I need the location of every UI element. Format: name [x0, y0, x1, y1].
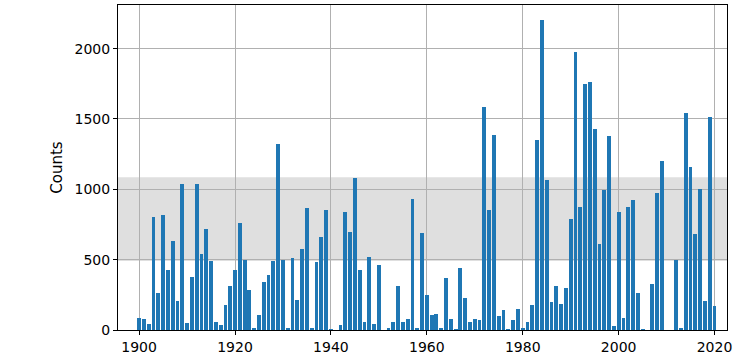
svg-text:500: 500 [83, 252, 110, 268]
svg-text:1900: 1900 [121, 339, 157, 355]
svg-text:2000: 2000 [601, 339, 637, 355]
svg-text:1980: 1980 [505, 339, 541, 355]
svg-text:1920: 1920 [217, 339, 253, 355]
svg-text:0: 0 [101, 322, 110, 338]
svg-text:1940: 1940 [313, 339, 349, 355]
svg-text:2000: 2000 [75, 41, 111, 57]
svg-text:1000: 1000 [75, 181, 111, 197]
svg-text:2020: 2020 [697, 339, 733, 355]
svg-text:Counts: Counts [48, 141, 66, 194]
svg-text:1960: 1960 [409, 339, 445, 355]
svg-text:1500: 1500 [75, 111, 111, 127]
